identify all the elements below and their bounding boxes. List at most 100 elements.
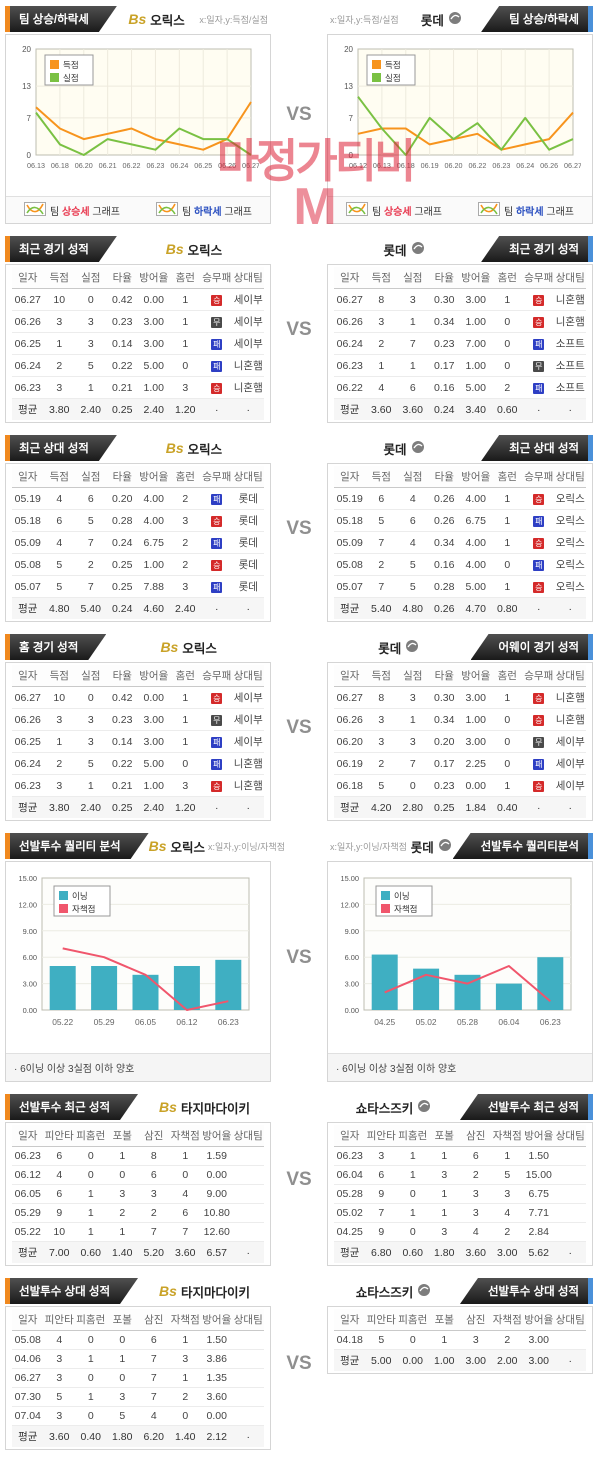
table-cell: ·: [232, 796, 264, 818]
table-cell: 0.42: [106, 686, 138, 709]
legend-item: 팀 하락세 그래프: [478, 201, 574, 219]
section-title-ribbon: 팀 상승/하락세: [481, 6, 593, 32]
table-cell: 6: [138, 1165, 170, 1185]
svg-text:06.13: 06.13: [27, 161, 45, 170]
table-cell: 06.27: [12, 686, 44, 709]
table-cell: 3.00: [523, 1349, 555, 1371]
result-badge: 무: [533, 360, 545, 372]
table-cell: 04.06: [12, 1349, 44, 1369]
table-cell: 05.29: [12, 1203, 44, 1223]
section-head-to-head: 최근 상대 성적 Bs 오릭스 일자 득점 실점 타율 방어율 홈런 승무패 상대팀 05.19 4 6 0…: [0, 435, 600, 622]
table-header-cell: 방어율: [460, 267, 492, 289]
table-header-cell: 승무패: [201, 267, 233, 289]
stats-table-wrap: 일자 득점 실점 타율 방어율 홈런 승무패 상대팀 06.27 10 0 0.42 0.00 1 승 세이부…: [6, 663, 270, 820]
table-cell: 0.17: [428, 752, 460, 775]
table-cell: 2: [138, 1203, 170, 1223]
table-cell: 패: [201, 487, 233, 510]
orix-team-logo-icon: Bs: [128, 11, 147, 27]
table-cell: 평균: [334, 1349, 366, 1371]
table-cell: 1: [106, 1349, 138, 1369]
panel-left: 최근 경기 성적 Bs 오릭스 일자 득점 실점 타율 방어율 홈런 승무패 상대팀 06.27 10 0…: [5, 236, 271, 423]
table-header-cell: 상대팀: [232, 1125, 264, 1147]
table-cell: 3.00: [460, 1349, 492, 1371]
table-cell: 1.00: [138, 774, 170, 797]
panel-body: 일자 득점 실점 타율 방어율 홈런 승무패 상대팀 05.19 4 6 0.20 4.00 2 패 롯데 05…: [5, 463, 271, 622]
table-cell: 평균: [12, 1425, 44, 1447]
table-cell: 0.00: [201, 1406, 233, 1426]
table-row: 05.18 6 5 0.28 4.00 3 승 롯데: [12, 509, 264, 532]
table-cell: 3: [491, 1184, 523, 1204]
table-cell: 6: [75, 487, 107, 510]
section-title-ribbon: 팀 상승/하락세: [5, 6, 117, 32]
table-row: 05.07 7 5 0.28 5.00 1 승 오릭스: [334, 575, 586, 598]
table-cell: 3.40: [460, 398, 492, 420]
table-cell: 6: [365, 487, 397, 510]
table-row: 06.24 2 7 0.23 7.00 0 패 소프트: [334, 332, 586, 355]
table-cell: 1: [491, 575, 523, 598]
table-header-cell: 타율: [428, 466, 460, 488]
table-cell: 0.00: [460, 774, 492, 797]
table-cell: 0.26: [428, 597, 460, 619]
table-header-cell: 자책점: [491, 1309, 523, 1331]
table-header-cell: 방어율: [201, 1125, 233, 1147]
table-cell: 05.09: [12, 531, 44, 554]
stats-table-wrap: 일자 피안타 피홈런 포볼 삼진 자책점 방어율 상대팀 04.18 5 0 1 3 2 3.00 평균 5.0…: [328, 1307, 592, 1373]
vs-container: VS: [271, 634, 327, 821]
table-header-cell: 방어율: [138, 267, 170, 289]
table-cell: 0.21: [106, 774, 138, 797]
table-cell: 06.23: [12, 774, 44, 797]
table-cell: 0.24: [428, 398, 460, 420]
table-cell: 1: [491, 509, 523, 532]
table-cell: 소프트: [554, 332, 586, 355]
result-badge: 승: [211, 294, 223, 306]
table-cell: 3: [43, 708, 75, 731]
table-cell: 0.30: [428, 686, 460, 709]
section-starter-vs: 선발투수 상대 성적 Bs 타지마다이키 일자 피안타 피홈런 포볼 삼진 자책점 방어율 상대팀 0…: [0, 1278, 600, 1450]
table-cell: [232, 1203, 264, 1223]
table-cell: 2: [460, 1165, 492, 1185]
table-cell: 2: [365, 553, 397, 576]
table-cell: 2: [75, 553, 107, 576]
table-cell: 니혼햄: [554, 686, 586, 709]
table-header-cell: 홈런: [169, 267, 201, 289]
table-header-cell: 상대팀: [554, 1125, 586, 1147]
table-cell: 6.57: [201, 1241, 233, 1263]
table-cell: 5: [491, 1165, 523, 1185]
table-cell: 0: [397, 1330, 429, 1350]
panel-body: 0.00 3.00 6.00 9.00 12.00 15.00 04.25 05.02 05.2…: [327, 861, 593, 1082]
legend-text: 팀 하락세 그래프: [182, 206, 252, 218]
svg-text:13: 13: [344, 82, 353, 91]
table-cell: 3.00: [138, 708, 170, 731]
table-cell: 7.71: [523, 1203, 555, 1223]
section-title-ribbon: 선발투수 상대 성적: [459, 1278, 593, 1304]
lotte-team-logo-icon: [417, 1283, 431, 1300]
table-cell: 0.22: [106, 354, 138, 377]
table-cell: 3: [169, 509, 201, 532]
table-row: 06.04 6 1 3 2 5 15.00: [334, 1165, 586, 1185]
table-cell: 승: [523, 708, 555, 731]
table-cell: 1.35: [201, 1368, 233, 1388]
legend-item: 팀 상승세 그래프: [346, 201, 442, 219]
table-header-cell: 일자: [12, 1309, 44, 1331]
table-cell: 7: [365, 531, 397, 554]
table-cell: 6: [43, 1184, 75, 1204]
table-cell: 4: [43, 487, 75, 510]
table-cell: 패: [523, 509, 555, 532]
ribbon-accent: [588, 1094, 593, 1120]
section-title: 최근 상대 성적: [19, 443, 89, 455]
panel-left: 팀 상승/하락세 Bs 오릭스 x:일자,y:득점/실점 06.13 06.18 06.20…: [5, 6, 271, 224]
table-cell: 오릭스: [554, 575, 586, 598]
avg-row: 평균 3.80 2.40 0.25 2.40 1.20 · ·: [12, 796, 264, 818]
table-cell: ·: [554, 1349, 586, 1371]
table-cell: 1.20: [169, 398, 201, 420]
table-row: 06.23 3 1 1 6 1 1.50: [334, 1146, 586, 1166]
table-cell: 05.18: [12, 509, 44, 532]
svg-text:06.05: 06.05: [135, 1017, 156, 1027]
table-cell: 1: [397, 310, 429, 333]
team-name: 롯데: [383, 442, 407, 457]
team-name-block: Bs 타지마다이키: [138, 1098, 271, 1117]
svg-text:실점: 실점: [63, 73, 79, 83]
table-cell: 2: [365, 332, 397, 355]
table-row: 05.09 4 7 0.24 6.75 2 패 롯데: [12, 531, 264, 554]
table-cell: [232, 1222, 264, 1242]
